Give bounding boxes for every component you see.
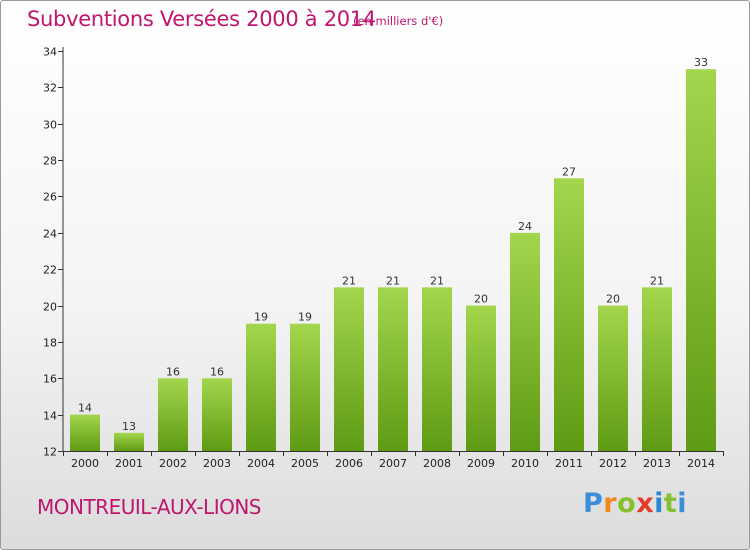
- x-tick-label: 2014: [687, 457, 715, 470]
- x-axis: 2000 2001 2002 2003 2004 2005 2006 2007 2008 2009…: [63, 451, 724, 470]
- x-tick-label: 2012: [599, 457, 627, 470]
- chart-title: Subventions Versées 2000 à 2014: [27, 7, 376, 31]
- data-labels: 14 13 16 16 19 19 21 21 21 20 24 27 20 21 33: [78, 56, 708, 433]
- y-tick-label: 28: [43, 155, 57, 168]
- bar-2003: [202, 378, 232, 451]
- y-tick-label: 30: [43, 119, 57, 132]
- bar-2011: [554, 178, 584, 452]
- chart-subtitle: (en milliers d'€): [353, 14, 444, 28]
- bar-2005: [290, 323, 320, 451]
- bars: [70, 69, 716, 452]
- y-tick-label: 18: [43, 337, 57, 350]
- bar-2013: [642, 287, 672, 451]
- data-label: 21: [650, 274, 664, 287]
- bar-2006: [334, 287, 364, 451]
- data-label: 21: [430, 274, 444, 287]
- x-tick-label: 2010: [511, 457, 539, 470]
- bar-2014: [686, 69, 716, 451]
- x-tick-label: 2002: [159, 457, 187, 470]
- data-label: 20: [474, 293, 488, 306]
- bar-2000: [70, 414, 100, 451]
- y-tick-label: 14: [43, 410, 57, 423]
- y-tick-label: 26: [43, 191, 57, 204]
- y-tick-label: 20: [43, 301, 57, 314]
- data-label: 16: [210, 365, 224, 378]
- bar-2004: [246, 323, 276, 451]
- y-tick-label: 16: [43, 373, 57, 386]
- bar-2001: [114, 432, 144, 451]
- y-tick-label: 22: [43, 264, 57, 277]
- x-tick-label: 2008: [423, 457, 451, 470]
- x-tick-label: 2005: [291, 457, 319, 470]
- x-tick-label: 2009: [467, 457, 495, 470]
- x-tick-label: 2001: [115, 457, 143, 470]
- y-tick-label: 34: [43, 46, 57, 59]
- x-tick-label: 2003: [203, 457, 231, 470]
- x-tick-label: 2011: [555, 457, 583, 470]
- bar-2007: [378, 287, 408, 451]
- bar-2010: [510, 232, 540, 451]
- data-label: 33: [694, 56, 708, 69]
- data-label: 19: [298, 311, 312, 324]
- data-label: 14: [78, 402, 92, 415]
- data-label: 24: [518, 220, 532, 233]
- data-label: 27: [562, 165, 576, 178]
- y-tick-label: 12: [43, 446, 57, 459]
- x-tick-label: 2007: [379, 457, 407, 470]
- data-label: 21: [386, 274, 400, 287]
- bar-2008: [422, 287, 452, 451]
- x-tick-label: 2000: [71, 457, 99, 470]
- bar-2009: [466, 305, 496, 451]
- data-label: 20: [606, 293, 620, 306]
- data-label: 16: [166, 365, 180, 378]
- y-tick-label: 32: [43, 82, 57, 95]
- bar-2002: [158, 378, 188, 451]
- bar-2012: [598, 305, 628, 451]
- y-axis: 12 14 16 18 20 22 24 26 28 30 32 34: [43, 46, 64, 459]
- x-tick-label: 2004: [247, 457, 275, 470]
- data-label: 19: [254, 311, 268, 324]
- data-label: 21: [342, 274, 356, 287]
- data-label: 13: [122, 420, 136, 433]
- proxiti-logo: Proxiti: [583, 488, 688, 519]
- x-tick-label: 2006: [335, 457, 363, 470]
- commune-name: MONTREUIL-AUX-LIONS: [37, 495, 262, 519]
- y-tick-label: 24: [43, 228, 57, 241]
- x-tick-label: 2013: [643, 457, 671, 470]
